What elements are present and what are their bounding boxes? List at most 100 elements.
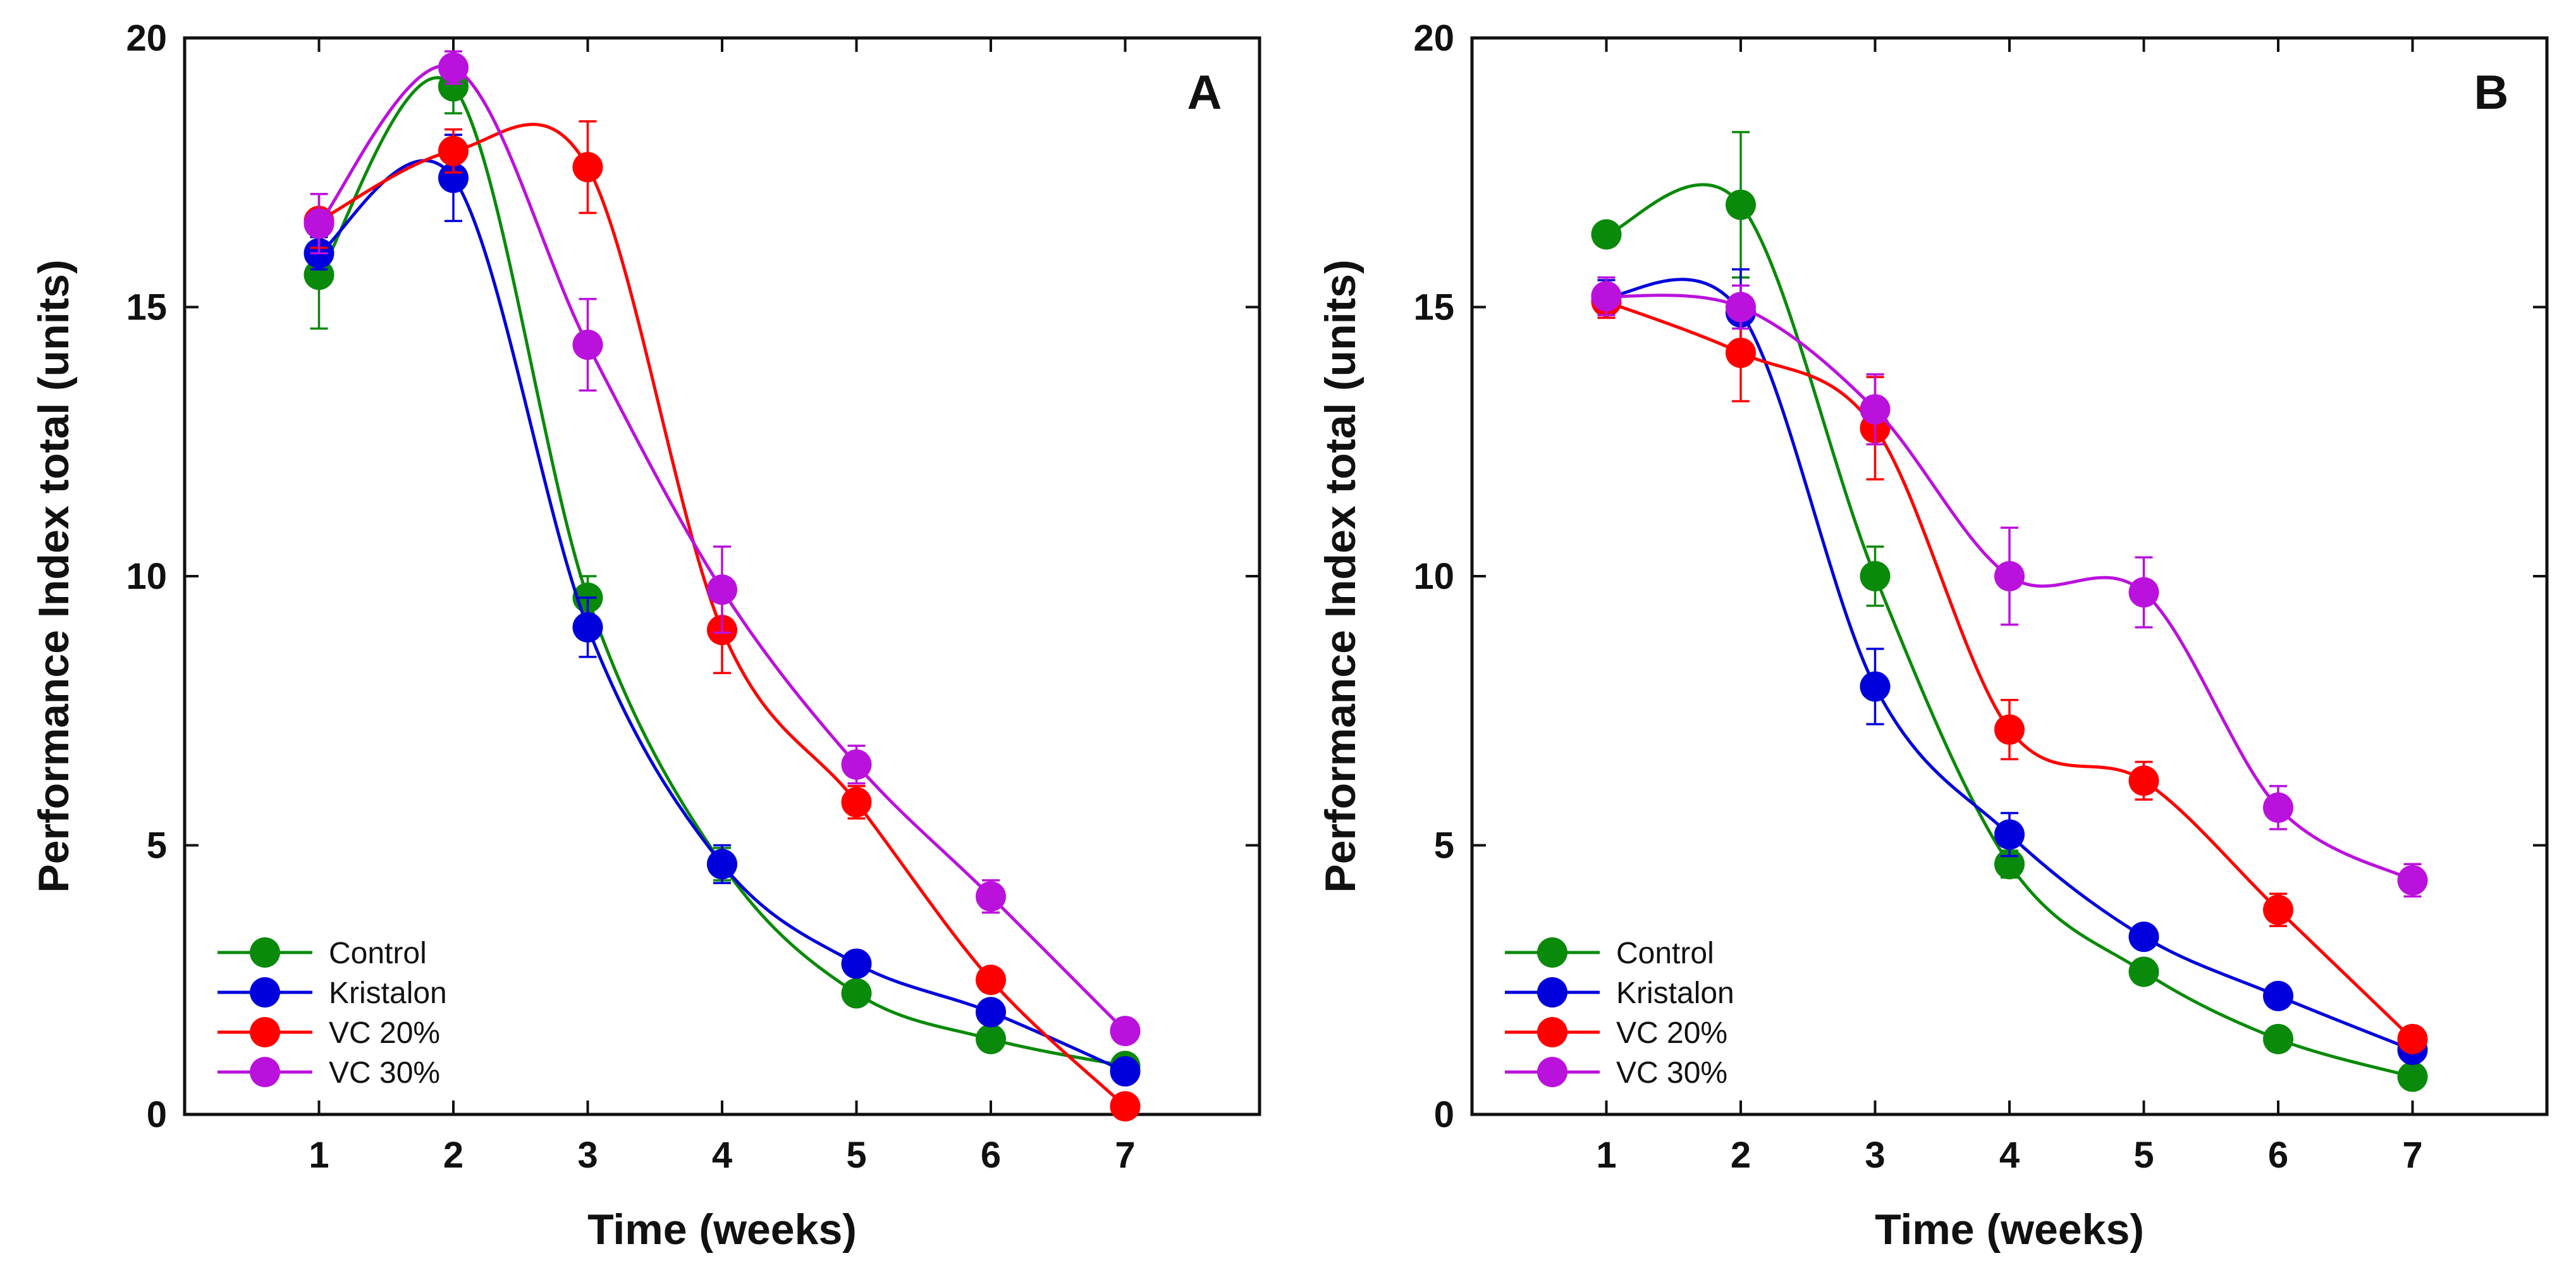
- data-point: [2128, 922, 2159, 952]
- y-axis-title: Performance Index total (units): [1316, 259, 1365, 892]
- chart-panel-b: 1 2 3 4 5 6 7 0 5 10 15 20 B Time (weeks) Performan…: [1316, 18, 2549, 1254]
- series-line: [1606, 278, 2413, 1052]
- data-point: [2397, 1023, 2428, 1054]
- x-axis-title: Time (weeks): [587, 1205, 857, 1254]
- data-point: [2397, 1061, 2428, 1092]
- data-point: [1726, 337, 1756, 368]
- legend-label: VC 30%: [329, 1056, 440, 1090]
- data-point: [976, 881, 1006, 912]
- legend-item: VC 30%: [218, 1056, 440, 1090]
- data-point: [707, 849, 737, 880]
- data-point: [2263, 894, 2293, 925]
- legend-item: VC 20%: [218, 1016, 440, 1050]
- y-tick-label: 20: [1413, 18, 1454, 59]
- series-vc-30: [304, 50, 1141, 1047]
- x-tick-label: 1: [309, 1135, 329, 1176]
- y-tick-label: 0: [147, 1094, 167, 1135]
- legend-item: Kristalon: [1505, 977, 1734, 1010]
- series-vc-30: [1591, 276, 2428, 898]
- legend-marker: [250, 937, 280, 968]
- data-point: [841, 948, 872, 979]
- data-point: [841, 787, 872, 818]
- data-point: [1994, 714, 2025, 745]
- legend-marker: [1537, 1057, 1567, 1087]
- data-point: [1726, 189, 1756, 220]
- chart-panel-a: 1 2 3 4 5 6 7 0 5 10 15 20 A Time (weeks) Performan…: [30, 18, 1261, 1254]
- legend: Control Kristalon VC 20% VC 30%: [1505, 937, 1734, 1090]
- x-tick-label: 7: [1115, 1135, 1135, 1176]
- legend-marker: [250, 1057, 280, 1087]
- legend-marker: [1537, 937, 1567, 968]
- data-point: [2397, 865, 2428, 896]
- x-tick-label: 5: [2133, 1135, 2154, 1176]
- data-point: [1110, 1056, 1141, 1087]
- legend: Control Kristalon VC 20% VC 30%: [218, 937, 447, 1090]
- y-tick-label: 15: [126, 287, 167, 328]
- data-point: [707, 574, 737, 605]
- data-point: [1591, 281, 1622, 312]
- legend-marker: [250, 977, 280, 1008]
- x-tick-label: 2: [1731, 1135, 1751, 1176]
- legend-marker: [1537, 1017, 1567, 1047]
- data-point: [438, 52, 469, 83]
- data-point: [841, 978, 872, 1009]
- data-point: [1110, 1016, 1141, 1047]
- data-point: [1591, 219, 1622, 250]
- data-point: [1860, 561, 1891, 591]
- x-tick-label: 2: [443, 1135, 463, 1176]
- data-point: [1860, 394, 1891, 425]
- data-point: [2128, 577, 2159, 608]
- series-kristalon: [1591, 268, 2428, 1065]
- data-point: [572, 612, 603, 643]
- data-point: [841, 749, 872, 780]
- legend-marker: [250, 1017, 280, 1047]
- x-tick-label: 5: [846, 1135, 866, 1176]
- legend-item: Control: [218, 937, 427, 970]
- y-tick-label: 15: [1413, 287, 1454, 328]
- data-point: [2263, 792, 2293, 823]
- y-tick-label: 5: [1434, 825, 1454, 866]
- y-tick-label: 10: [126, 556, 167, 597]
- y-tick-label: 20: [126, 18, 167, 59]
- y-tick-label: 10: [1413, 556, 1454, 597]
- panel-label: A: [1187, 66, 1222, 120]
- data-point: [976, 965, 1006, 996]
- data-point: [438, 163, 469, 194]
- x-tick-label: 4: [712, 1135, 732, 1176]
- x-axis-title: Time (weeks): [1875, 1205, 2144, 1254]
- series-line: [1605, 300, 2414, 1040]
- legend-item: Control: [1505, 937, 1714, 970]
- y-tick-label: 5: [147, 825, 167, 866]
- y-tick-label: 0: [1434, 1094, 1454, 1135]
- x-tick-label: 6: [981, 1135, 1001, 1176]
- legend-item: VC 20%: [1505, 1016, 1727, 1050]
- legend-label: Control: [329, 937, 427, 970]
- x-tick-label: 3: [577, 1135, 598, 1176]
- legend-label: Control: [1616, 937, 1714, 970]
- legend-item: Kristalon: [218, 977, 447, 1010]
- data-point: [304, 259, 334, 290]
- x-tick-label: 6: [2268, 1135, 2288, 1176]
- legend-label: VC 20%: [1616, 1016, 1727, 1050]
- data-point: [1860, 671, 1891, 702]
- x-tick-label: 3: [1865, 1135, 1885, 1176]
- data-point: [438, 135, 469, 166]
- x-tick-label: 1: [1596, 1135, 1616, 1176]
- data-point: [572, 330, 603, 361]
- legend-label: VC 30%: [1616, 1056, 1727, 1090]
- data-point: [976, 997, 1006, 1028]
- legend-label: Kristalon: [329, 977, 447, 1010]
- data-point: [2263, 980, 2293, 1011]
- series-vc-20: [1591, 284, 2428, 1054]
- panel-label: B: [2474, 66, 2509, 120]
- x-tick-label: 7: [2402, 1135, 2422, 1176]
- data-point: [1994, 561, 2025, 591]
- data-point: [1726, 292, 1756, 323]
- data-point: [1110, 1091, 1141, 1122]
- legend-label: Kristalon: [1616, 977, 1734, 1010]
- legend-label: VC 20%: [329, 1016, 440, 1050]
- legend-marker: [1537, 977, 1567, 1008]
- data-point: [2128, 956, 2159, 987]
- y-axis-title: Performance Index total (units): [30, 259, 78, 892]
